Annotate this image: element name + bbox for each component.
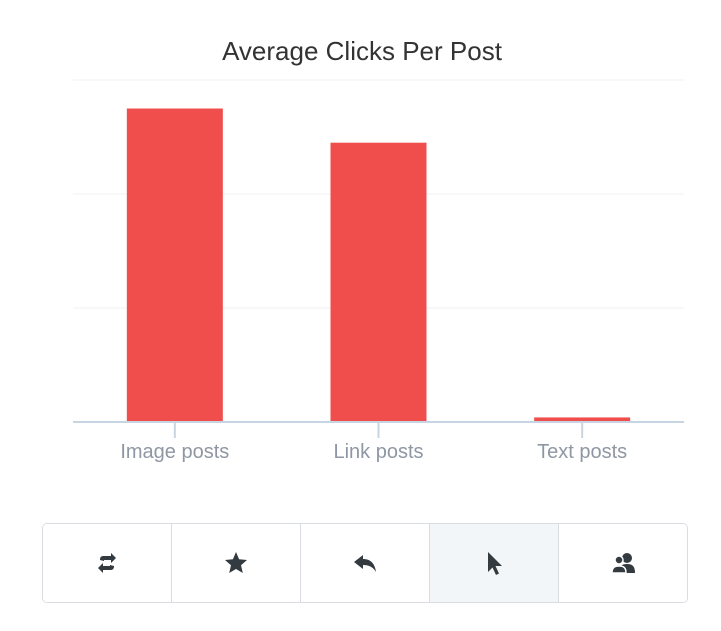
star-icon [225,552,247,573]
favorites-button[interactable] [172,524,301,602]
x-tick-label: Text posts [537,441,627,463]
chart-title: Average Clicks Per Post [222,36,503,66]
clicks-button[interactable] [430,524,559,602]
bars [126,108,631,422]
metric-toolbar [42,523,688,603]
replies-button[interactable] [301,524,430,602]
bar-link-posts [330,142,427,422]
x-tick-label: Image posts [120,441,229,463]
retweet-icon [98,553,116,573]
chart: Average Clicks Per Post Image posts Link … [73,36,684,463]
reply-icon [354,555,376,572]
bar-image-posts [126,108,223,422]
x-axis-ticks: Image posts Link posts Text posts [120,422,627,463]
bar-chart: Average Clicks Per Post Image posts Link … [73,36,684,463]
bar-text-posts [534,417,631,422]
retweets-button[interactable] [43,524,172,602]
cursor-icon [488,552,502,575]
x-tick-label: Link posts [333,441,423,463]
followers-button[interactable] [559,524,687,602]
followers-icon [611,553,635,574]
